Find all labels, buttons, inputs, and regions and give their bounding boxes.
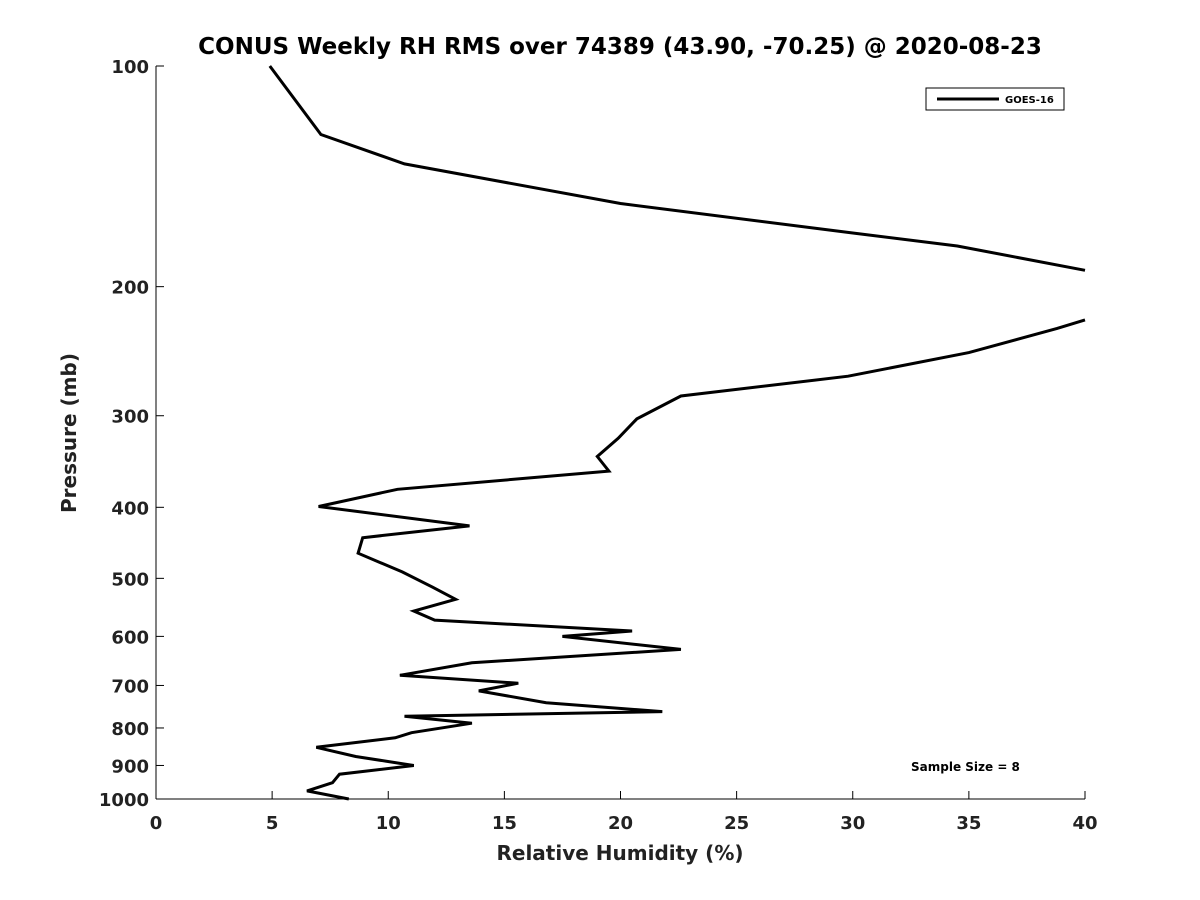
y-tick-label: 400 [111,498,149,519]
x-tick-label: 15 [492,813,517,834]
x-tick-label: 5 [266,813,279,834]
y-tick-label: 200 [111,278,149,299]
axes-frame [155,66,1085,800]
y-tick-label: 900 [111,756,149,777]
series-line-goes-16-segment-1 [306,318,1086,801]
series-line-goes-16-segment-2 [268,65,1086,272]
x-tick-label: 10 [376,813,401,834]
x-tick-label: 20 [608,813,633,834]
x-tick-label: 40 [1072,813,1097,834]
x-tick-label: 0 [150,813,163,834]
y-tick-label: 300 [111,407,149,428]
x-tick-label: 25 [724,813,749,834]
chart-title: CONUS Weekly RH RMS over 74389 (43.90, -… [198,34,1042,60]
sample-size-annotation: Sample Size = 8 [911,760,1020,774]
y-axis-label: Pressure (mb) [57,353,81,513]
y-tick-label: 700 [111,676,149,697]
x-axis-ticks: 0 5 10 15 20 25 30 35 40 [150,791,1098,834]
y-tick-label: 600 [111,627,149,648]
x-tick-label: 30 [840,813,865,834]
legend: GOES-16 [925,87,1065,111]
legend-entry-goes-16: GOES-16 [1005,95,1054,106]
series-lines [268,65,1086,801]
x-axis-label: Relative Humidity (%) [496,841,743,865]
y-tick-label: 1000 [99,790,149,811]
y-tick-label: 100 [111,57,149,78]
x-tick-label: 35 [956,813,981,834]
y-tick-label: 500 [111,569,149,590]
y-tick-label: 800 [111,719,149,740]
y-axis-ticks: 100 200 300 400 500 600 700 800 900 1000 [99,57,164,811]
